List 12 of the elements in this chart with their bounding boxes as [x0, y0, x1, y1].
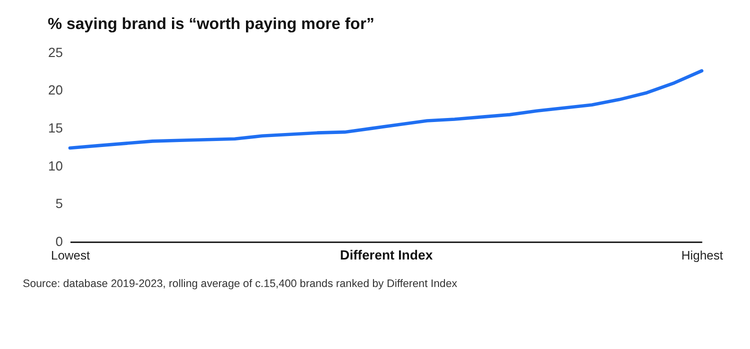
y-tick-label: 25: [48, 44, 63, 60]
chart-title: % saying brand is “worth paying more for”: [48, 14, 374, 33]
x-tick-label: Lowest: [51, 248, 90, 262]
y-tick-label: 0: [56, 234, 63, 250]
x-tick-label: Highest: [681, 248, 724, 262]
source-note: Source: database 2019-2023, rolling average of c.15,400 brands ranked by Different Index: [22, 278, 458, 290]
y-tick-label: 20: [48, 82, 63, 98]
y-tick-label: 15: [48, 120, 63, 136]
x-axis-title: Different Index: [340, 247, 434, 262]
y-tick-label: 10: [48, 158, 63, 174]
line-series: [68, 69, 704, 150]
y-tick-label: 5: [56, 196, 63, 212]
